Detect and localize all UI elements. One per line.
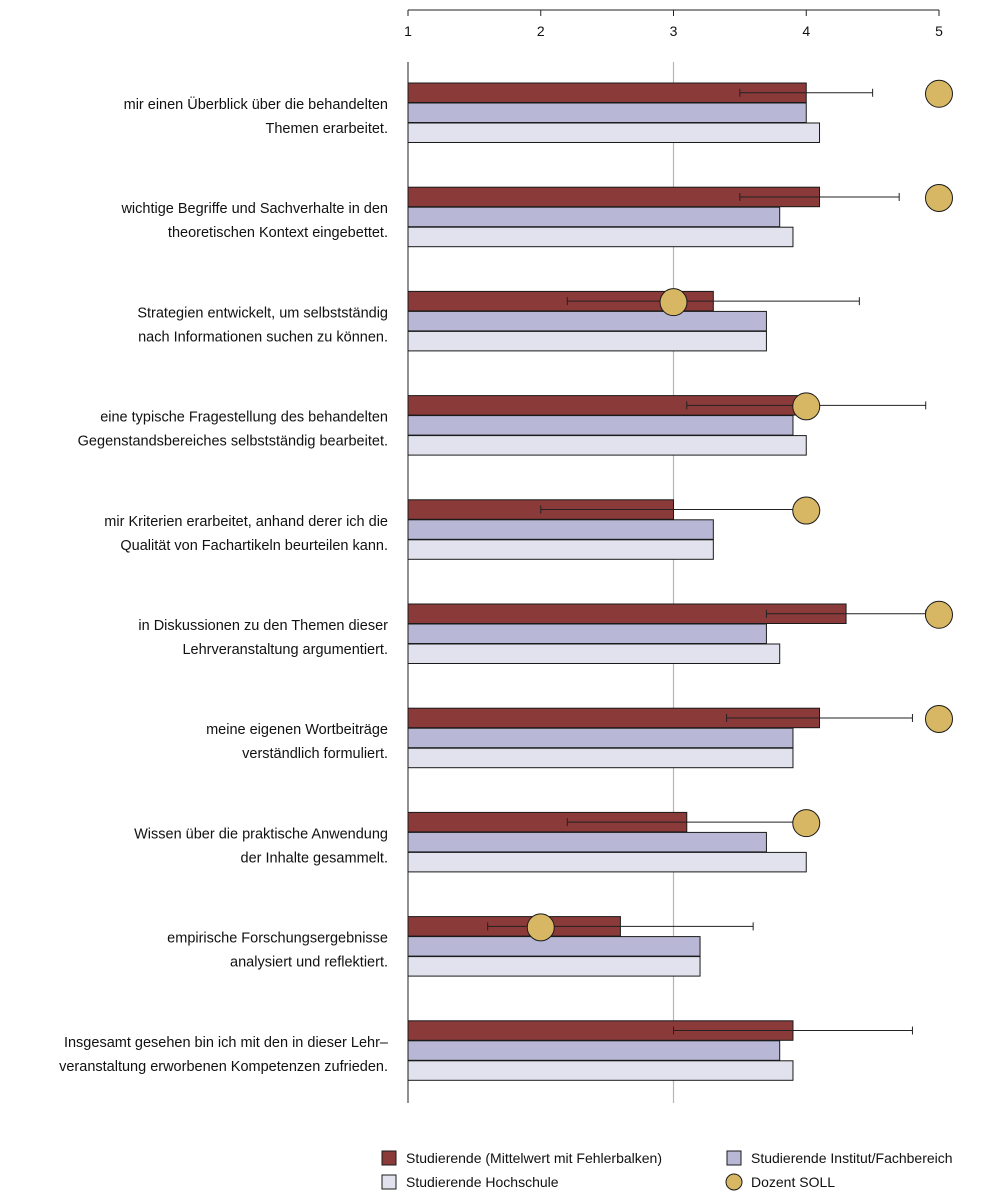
target-marker [526, 913, 555, 942]
legend-label: Studierende (Mittelwert mit Fehlerbalken… [406, 1150, 662, 1166]
category-label: Qualität von Fachartikeln beurteilen kan… [120, 538, 388, 554]
category-label: der Inhalte gesammelt. [241, 850, 389, 866]
category-label: Themen erarbeitet. [265, 121, 388, 137]
legend-label: Studierende Hochschule [406, 1174, 559, 1190]
target-markers-layer [526, 79, 953, 942]
legend-swatch [381, 1150, 397, 1166]
bar [407, 727, 794, 749]
bar [407, 122, 821, 143]
category-label: verständlich formuliert. [242, 746, 388, 762]
category-label: wichtige Begriffe und Sachverhalte in de… [120, 201, 388, 217]
x-tick-label: 2 [537, 23, 545, 39]
category-label: veranstaltung erworbenen Kompetenzen zuf… [59, 1059, 388, 1075]
x-tick-label: 1 [404, 23, 412, 39]
bars-layer [407, 82, 847, 1081]
category-label: mir einen Überblick über die behandelten [124, 95, 388, 113]
legend-swatch [726, 1150, 742, 1166]
target-marker [792, 496, 821, 525]
category-label: Strategien entwickelt, um selbstständig [137, 305, 388, 321]
legend: Studierende (Mittelwert mit Fehlerbalken… [381, 1150, 953, 1191]
target-marker [925, 79, 953, 108]
target-marker [659, 288, 688, 317]
category-label: Gegenstandsbereiches selbstständig bearb… [78, 434, 388, 450]
category-label: Insgesamt gesehen bin ich mit den in die… [64, 1035, 389, 1051]
bar [407, 330, 767, 352]
legend-label: Studierende Institut/Fachbereich [751, 1150, 953, 1166]
x-tick-label: 4 [802, 23, 810, 39]
target-marker [792, 392, 821, 421]
bar [407, 643, 781, 664]
x-tick-label: 5 [935, 23, 943, 39]
bar [407, 435, 807, 456]
bar [407, 1040, 781, 1061]
target-marker [925, 704, 953, 733]
bar [407, 206, 781, 228]
x-tick-label: 3 [670, 23, 678, 39]
bar [407, 747, 794, 769]
category-label: theoretischen Kontext eingebettet. [168, 225, 388, 241]
category-label: Wissen über die praktische Anwendung [134, 826, 388, 842]
bar [407, 936, 701, 957]
bar [407, 851, 807, 873]
bar [407, 310, 767, 332]
category-label: nach Informationen suchen zu können. [138, 329, 388, 345]
bar [407, 102, 807, 123]
category-label: eine typische Fragestellung des behandel… [100, 410, 388, 426]
bar [407, 1060, 794, 1081]
bar [407, 226, 794, 248]
legend-label: Dozent SOLL [751, 1174, 835, 1190]
legend-swatch [381, 1174, 397, 1190]
bar [407, 831, 767, 853]
bar [407, 415, 794, 436]
target-marker [925, 600, 953, 629]
category-labels: mir einen Überblick über die behandelten… [59, 95, 389, 1075]
bar [407, 956, 701, 977]
category-label: empirische Forschungsergebnisse [167, 931, 388, 947]
target-marker [925, 183, 953, 212]
bar [407, 539, 714, 560]
legend-marker [725, 1173, 743, 1191]
category-label: analysiert und reflektiert. [230, 955, 388, 971]
bar [407, 519, 714, 540]
category-label: meine eigenen Wortbeiträge [206, 722, 388, 738]
category-label: mir Kriterien erarbeitet, anhand derer i… [104, 514, 388, 530]
bar [407, 623, 767, 644]
category-label: in Diskussionen zu den Themen dieser [138, 618, 388, 634]
target-marker [792, 809, 821, 838]
category-label: Lehrveranstaltung argumentiert. [182, 642, 388, 658]
